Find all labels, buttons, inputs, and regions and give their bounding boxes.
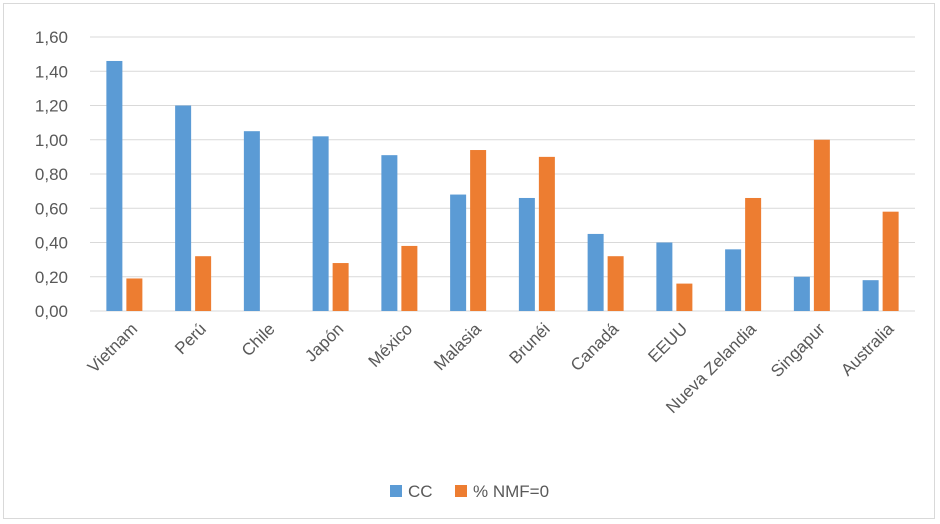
bar-cc [312,136,329,311]
bar-nmf [607,256,624,311]
bar-cc [381,155,398,311]
y-tick-label: 0,00 [35,302,68,321]
y-tick-label: 0,20 [35,268,68,287]
bar-cc [175,105,192,311]
x-category-label: Japón [301,319,347,365]
x-category-label: Canadá [567,319,623,375]
bar-cc [587,233,604,311]
y-tick-label: 0,80 [35,165,68,184]
bar-nmf [538,156,555,311]
y-tick-label: 0,60 [35,199,68,218]
x-category-label: EEUU [644,319,691,366]
bar-cc [243,131,260,311]
y-tick-label: 1,00 [35,131,68,150]
gridlines [90,36,915,312]
bar-nmf [676,283,693,311]
legend-swatch-nmf [455,485,467,497]
bars [106,60,899,311]
bar-nmf [470,150,487,311]
bar-nmf [813,139,830,311]
y-tick-label: 1,40 [35,62,68,81]
y-axis-ticks: 0,00 0,20 0,40 0,60 0,80 1,00 1,20 1,40 1,60 [35,28,68,321]
x-axis-labels: Vietnam Perú Chile Japón México Malasia Brunéi… [84,319,898,417]
legend: CC % NMF=0 [390,482,549,501]
bar-nmf [126,278,143,311]
bar-cc [793,276,810,311]
x-category-label: Chile [238,319,279,360]
bar-cc [656,242,673,311]
legend-swatch-cc [390,485,402,497]
x-category-label: Australia [837,319,898,380]
y-tick-label: 0,40 [35,234,68,253]
y-tick-label: 1,60 [35,28,68,47]
x-category-label: México [365,319,417,371]
bar-nmf [882,211,899,311]
bar-cc [862,280,879,311]
bar-nmf [745,197,762,311]
y-tick-label: 1,20 [35,97,68,116]
bar-cc [106,60,123,311]
x-category-label: Brunéi [506,319,554,367]
x-category-label: Vietnam [84,319,141,376]
bar-nmf [195,256,212,311]
bar-nmf [332,263,349,311]
chart-frame [3,3,935,519]
x-category-label: Perú [171,319,210,358]
legend-label-nmf: % NMF=0 [473,482,549,501]
x-category-label: Malasia [430,319,485,374]
bar-nmf [401,245,418,311]
x-category-label: Singapur [767,319,829,381]
bar-cc [518,197,535,311]
bar-cc [725,249,742,311]
bar-cc [450,194,467,311]
legend-label-cc: CC [408,482,433,501]
